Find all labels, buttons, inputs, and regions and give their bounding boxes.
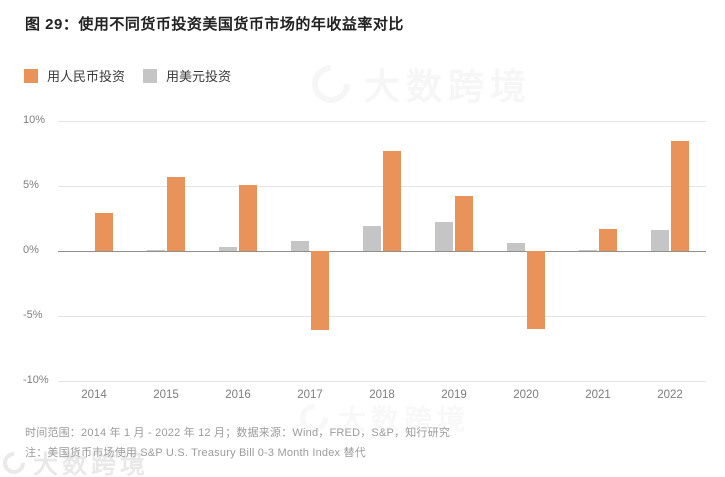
bar-rmb-2018 — [383, 150, 401, 251]
bar-group-2014 — [58, 121, 130, 381]
gridline — [58, 316, 706, 317]
gridline — [58, 381, 706, 382]
y-axis-labels: 10% 5% 0% -5% -10% — [23, 114, 57, 386]
bar-rmb-2019 — [455, 196, 473, 251]
legend-swatch-rmb — [24, 68, 38, 83]
x-tick-label: 2022 — [657, 389, 683, 401]
legend-item-usd: 用美元投资 — [143, 66, 231, 85]
watermark: 大数跨境 — [304, 57, 533, 111]
x-tick-label: 2018 — [369, 389, 395, 401]
bar-usd-2019 — [435, 222, 453, 251]
bar-rmb-2016 — [239, 184, 257, 251]
bar-group-2016 — [202, 121, 274, 381]
bar-usd-2016 — [219, 247, 237, 251]
y-tick-label: -5% — [23, 309, 43, 321]
footer-method-note: 注：美国货币市场使用 S&P U.S. Treasury Bill 0-3 Mo… — [25, 447, 366, 459]
bar-usd-2018 — [363, 226, 381, 251]
brand-logo-icon — [304, 57, 358, 111]
x-tick-label: 2015 — [153, 389, 179, 401]
bar-rmb-2014 — [95, 213, 113, 251]
x-axis-labels: 2014 2015 2016 2017 2018 2019 2020 2021 2022 — [58, 389, 706, 401]
bar-group-2018 — [346, 121, 418, 381]
bar-rmb-2015 — [167, 176, 185, 251]
x-tick-label: 2020 — [513, 389, 539, 401]
y-tick-label: 0% — [23, 244, 39, 256]
bar-usd-2021 — [579, 249, 597, 251]
legend-label-rmb: 用人民币投资 — [47, 69, 126, 84]
legend: 用人民币投资 用美元投资 — [24, 66, 231, 85]
legend-label-usd: 用美元投资 — [166, 69, 232, 84]
bar-usd-2020 — [507, 243, 525, 251]
watermark-text: 大数跨境 — [364, 66, 533, 107]
y-tick-label: -10% — [23, 374, 49, 386]
x-tick-label: 2021 — [585, 389, 611, 401]
bar-group-2017 — [274, 121, 346, 381]
bar-rmb-2017 — [311, 251, 329, 331]
bar-group-2020 — [490, 121, 562, 381]
gridline — [58, 121, 706, 122]
bar-rmb-2022 — [671, 140, 689, 251]
zero-axis-line — [58, 251, 706, 252]
bar-rmb-2020 — [527, 251, 545, 329]
bar-group-2022 — [634, 121, 706, 381]
bar-usd-2017 — [291, 240, 309, 251]
x-tick-label: 2014 — [81, 389, 107, 401]
chart-title: 图 29：使用不同货币投资美国货币市场的年收益率对比 — [25, 16, 404, 33]
bar-group-2021 — [562, 121, 634, 381]
bar-usd-2022 — [651, 230, 669, 251]
bar-group-2019 — [418, 121, 490, 381]
bar-rmb-2021 — [599, 228, 617, 251]
x-tick-label: 2016 — [225, 389, 251, 401]
plot-area — [58, 121, 706, 382]
bar-group-2015 — [130, 121, 202, 381]
y-tick-label: 10% — [23, 114, 46, 126]
y-tick-label: 5% — [23, 179, 39, 191]
bar-usd-2015 — [147, 249, 165, 251]
footer-source-note: 时间范围：2014 年 1 月 - 2022 年 12 月；数据来源：Wind，… — [25, 427, 451, 439]
x-tick-label: 2019 — [441, 389, 467, 401]
gridline — [58, 186, 706, 187]
legend-swatch-usd — [143, 68, 158, 83]
legend-item-rmb: 用人民币投资 — [24, 66, 125, 85]
x-tick-label: 2017 — [297, 389, 323, 401]
